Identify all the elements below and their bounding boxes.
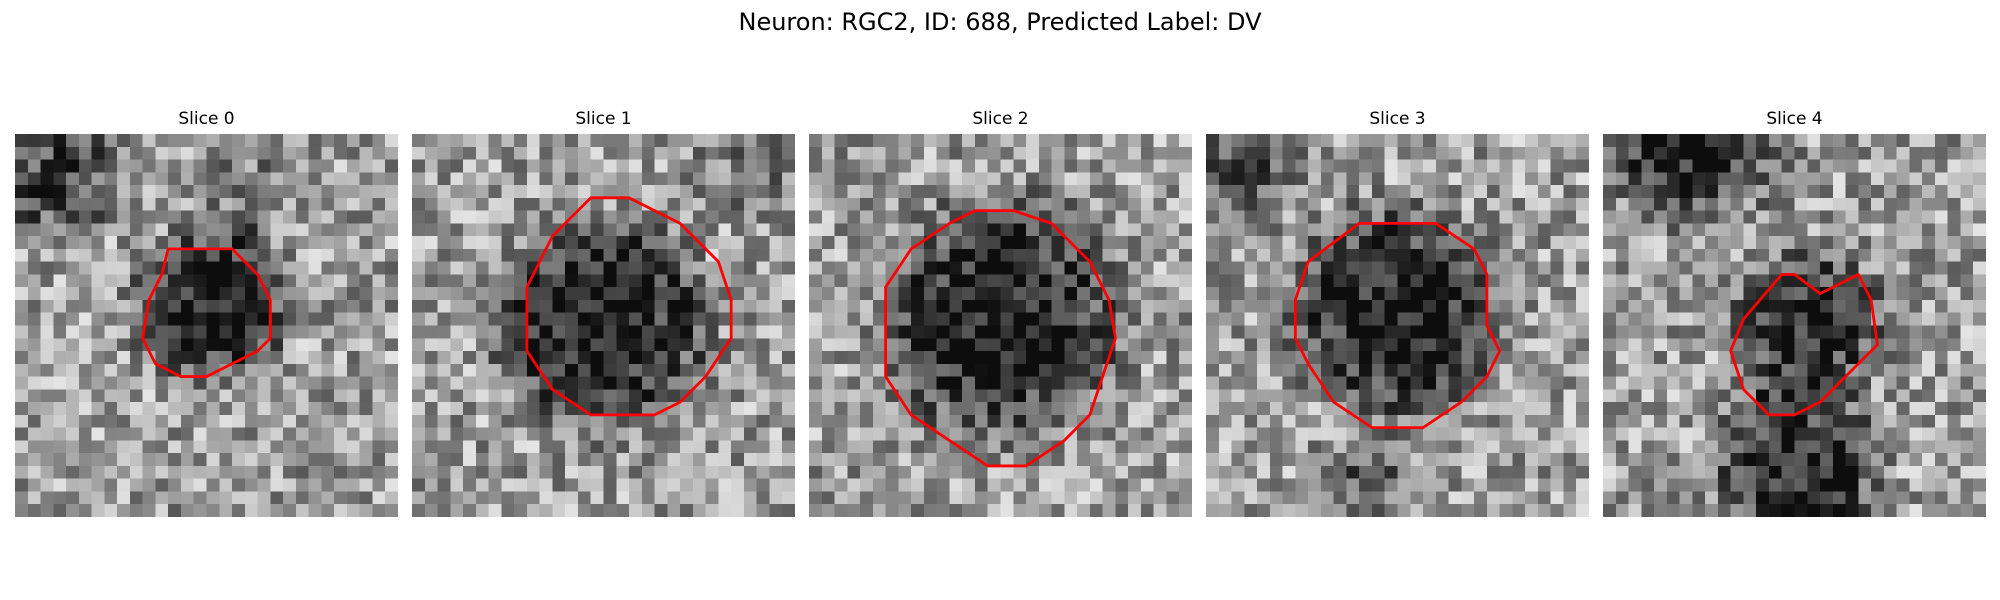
- slice-image: [1206, 134, 1589, 517]
- pixel-grid: [1206, 134, 1589, 517]
- pixel-grid: [412, 134, 795, 517]
- segmentation-contour: [1293, 221, 1502, 430]
- slice-title: Slice 0: [178, 109, 235, 129]
- slice-panel-1: Slice 1: [412, 108, 795, 517]
- slice-panel-0: Slice 0: [15, 108, 398, 517]
- segmentation-contour: [141, 247, 272, 378]
- slice-panel-4: Slice 4: [1603, 108, 1986, 517]
- slice-title: Slice 2: [972, 109, 1029, 129]
- pixel-grid: [809, 134, 1192, 517]
- slice-title: Slice 4: [1766, 109, 1823, 129]
- slice-image: [412, 134, 795, 517]
- slice-panel-3: Slice 3: [1206, 108, 1589, 517]
- pixel-grid: [15, 134, 398, 517]
- segmentation-contour: [884, 209, 1117, 468]
- pixel-grid: [1603, 134, 1986, 517]
- slice-image: [15, 134, 398, 517]
- segmentation-contour: [525, 196, 733, 417]
- slice-title: Slice 3: [1369, 109, 1426, 129]
- slice-title: Slice 1: [575, 109, 632, 129]
- figure-title: Neuron: RGC2, ID: 688, Predicted Label: …: [738, 8, 1262, 36]
- segmentation-contour: [1729, 273, 1879, 417]
- slice-panel-2: Slice 2: [809, 108, 1192, 517]
- slice-image: [809, 134, 1192, 517]
- slice-image: [1603, 134, 1986, 517]
